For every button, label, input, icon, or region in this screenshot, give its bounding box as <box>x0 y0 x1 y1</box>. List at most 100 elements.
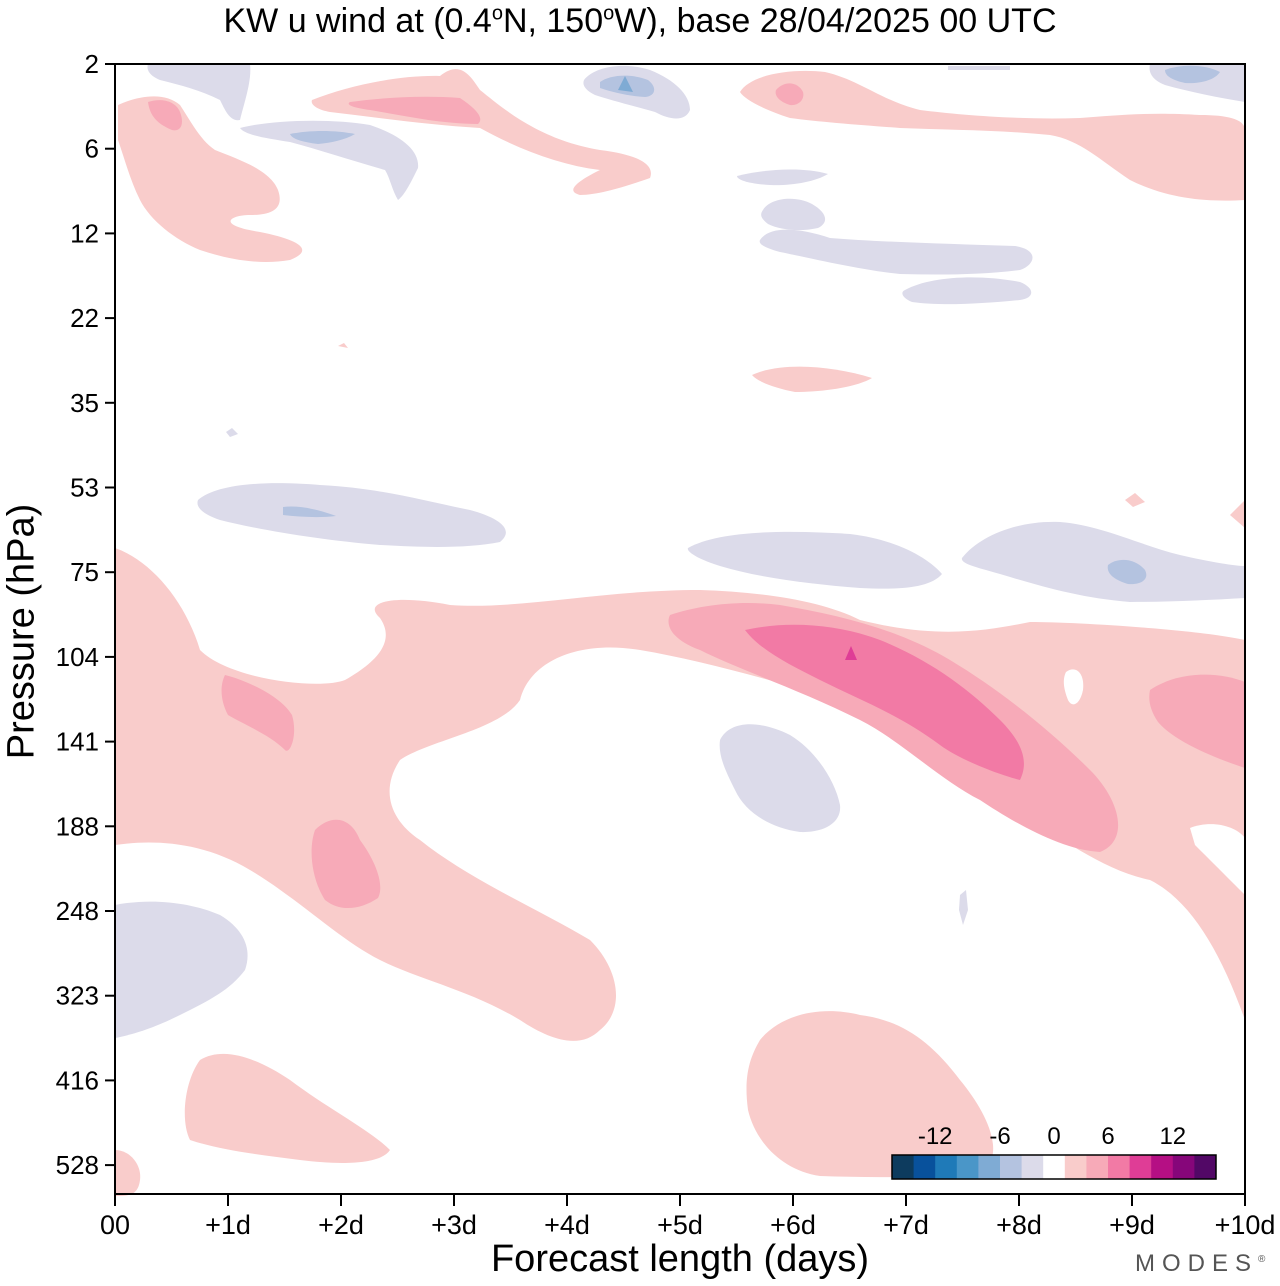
title-part-2: N, 150 <box>502 2 604 40</box>
y-tick-label: 141 <box>56 727 99 757</box>
contour-positive-2-upper-left <box>118 96 303 262</box>
y-axis-label: Pressure (hPa) <box>0 503 43 760</box>
title-degree-2: o <box>603 2 615 25</box>
colorbar-swatch <box>1129 1155 1152 1179</box>
contour-negative-4-top-right <box>1165 65 1220 84</box>
y-tick-label: 104 <box>56 642 99 672</box>
x-tick-label: +10d <box>1215 1210 1276 1240</box>
colorbar-tick-label: 12 <box>1159 1123 1186 1150</box>
contour-positive-4-right <box>1149 674 1245 768</box>
contour-positive-2-spot-d <box>338 343 348 348</box>
x-tick-label: 00 <box>100 1210 130 1240</box>
contour-negative-2-band-right <box>687 531 942 589</box>
x-tick-label: +4d <box>544 1210 590 1240</box>
contour-negative-2-mid-right <box>719 724 841 833</box>
brand-logo: MODES® <box>1135 1250 1265 1278</box>
title-degree-1: o <box>491 2 503 25</box>
contour-positive-4-blob1 <box>221 675 295 751</box>
y-tick-label: 416 <box>56 1065 99 1095</box>
contour-negative-2-upper-band2 <box>902 277 1032 305</box>
y-tick-label: 22 <box>70 303 99 333</box>
contour-negative-2-upper-band <box>759 229 1033 275</box>
contour-negative-2-upper-streak <box>737 169 828 186</box>
plot-area <box>114 63 1246 1196</box>
brand-text: MODES <box>1135 1250 1259 1277</box>
contour-positive-2-upper-right <box>740 70 1245 201</box>
x-tick-label: +1d <box>205 1210 251 1240</box>
y-tick-label: 2 <box>85 49 99 79</box>
contour-negative-2-upper-small <box>226 428 238 437</box>
x-tick-label: +5d <box>657 1210 703 1240</box>
contour-negative-6-top-blob <box>618 76 633 92</box>
colorbar-tick-label: 6 <box>1101 1123 1114 1150</box>
contour-negative-2-top-line <box>948 66 1010 70</box>
contour-positive-10-spot <box>845 646 857 660</box>
contour-negative-2-thin-streak <box>959 890 968 925</box>
colorbar-swatch <box>1151 1155 1174 1179</box>
colorbar-swatch <box>1000 1155 1023 1179</box>
contour-positive-2-mid-spot <box>752 366 872 392</box>
colorbar-swatch <box>1086 1155 1109 1179</box>
contour-positive-6-jet <box>745 624 1024 780</box>
y-tick-label: 248 <box>56 896 99 926</box>
x-tick-label: +9d <box>1109 1210 1155 1240</box>
colorbar-swatch <box>978 1155 1001 1179</box>
contour-negative-2-band-left <box>197 483 506 547</box>
contour-positive-2-spot-b <box>1125 493 1145 507</box>
colorbar-swatch <box>1172 1155 1195 1179</box>
x-tick-label: +2d <box>318 1210 364 1240</box>
contour-negative-2-band-far-right <box>961 521 1245 602</box>
colorbar-tick-label: -12 <box>918 1123 953 1150</box>
colorbar-swatch <box>1194 1155 1217 1179</box>
colorbar-swatch <box>1043 1155 1066 1179</box>
contour-negative-2-top-left <box>147 64 251 121</box>
colorbar-tick-label: 0 <box>1047 1123 1060 1150</box>
contour-negative-4-band-left-spot <box>283 506 336 518</box>
title-part-1: KW u wind at (0.4 <box>223 2 492 40</box>
chart-title: KW u wind at (0.4oN, 150oW), base 28/04/… <box>0 2 1280 41</box>
y-tick-label: 75 <box>70 557 99 587</box>
colorbar-swatch <box>956 1155 979 1179</box>
y-tick-label: 323 <box>56 981 99 1011</box>
brand-registered-mark: ® <box>1258 1254 1266 1265</box>
x-tick-label: +6d <box>770 1210 816 1240</box>
hole-2 <box>1190 824 1245 895</box>
contour-positive-2-lower-left <box>184 1053 390 1163</box>
contour-positive-4-upper-right <box>775 83 804 106</box>
x-tick-label: +3d <box>431 1210 477 1240</box>
colorbar-swatch <box>913 1155 936 1179</box>
contour-negative-4-top-mid <box>290 131 355 144</box>
y-axis: 2 6 12 22 35 53 75 104 141 188 248 323 416 528 <box>56 49 115 1180</box>
x-tick-label: +7d <box>883 1210 929 1240</box>
colorbar-swatch <box>892 1155 915 1179</box>
y-tick-label: 53 <box>70 473 99 503</box>
contour-positive-2-lower-right <box>746 1011 994 1178</box>
colorbar-swatch <box>935 1155 958 1179</box>
contour-negative-4-far-right-spot <box>1107 559 1147 585</box>
colorbar-tick-label: -6 <box>989 1123 1010 1150</box>
contour-positive-2-spot-c <box>1230 500 1245 528</box>
title-part-3: W), base 28/04/2025 00 UTC <box>614 2 1057 40</box>
y-tick-label: 35 <box>70 388 99 418</box>
colorbar: -12 -6 0 6 12 <box>891 1123 1217 1180</box>
contour-negative-2-low-left <box>115 901 248 1038</box>
colorbar-swatch <box>1108 1155 1131 1179</box>
x-axis-label: Forecast length (days) <box>490 1238 870 1280</box>
contour-positive-4-jet <box>668 603 1119 852</box>
contour-negative-2-upper-blob <box>761 198 826 231</box>
contour-fills <box>115 64 1245 1196</box>
colorbar-frame <box>891 1154 1217 1180</box>
contour-negative-2-top-mid <box>240 120 419 200</box>
y-tick-label: 188 <box>56 811 99 841</box>
contour-positive-4-upper-mid <box>348 96 481 124</box>
colorbar-swatch <box>1064 1155 1087 1179</box>
contour-positive-2-left-bump <box>115 760 127 805</box>
contour-positive-4-blob2 <box>311 819 381 909</box>
contour-positive-4-upper-left <box>148 100 183 131</box>
y-tick-label: 6 <box>85 134 99 164</box>
contour-positive-2-bottom-left <box>115 1150 141 1196</box>
colorbar-swatch <box>1021 1155 1044 1179</box>
contour-white-holes <box>1063 669 1245 895</box>
y-tick-label: 528 <box>56 1150 99 1180</box>
